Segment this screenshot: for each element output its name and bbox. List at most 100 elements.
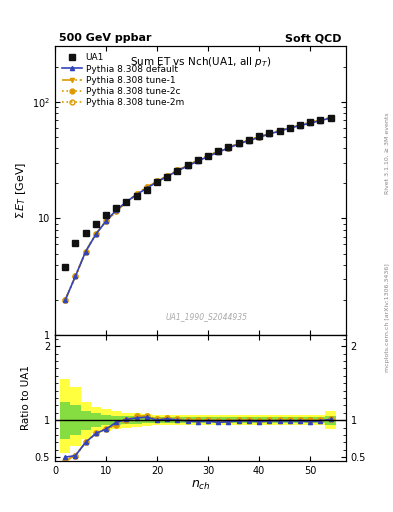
Pythia 8.308 tune-1 <box>73 273 78 279</box>
Pythia 8.308 default <box>185 163 190 169</box>
Pythia 8.308 tune-2c <box>277 127 282 134</box>
UA1 <box>308 119 312 125</box>
Pythia 8.308 tune-1 <box>63 297 68 303</box>
Pythia 8.308 tune-1 <box>114 208 119 215</box>
Pythia 8.308 tune-2m <box>267 131 272 137</box>
UA1 <box>216 148 220 154</box>
Pythia 8.308 tune-1 <box>165 173 170 179</box>
Pythia 8.308 tune-2c <box>298 122 302 128</box>
Pythia 8.308 tune-1 <box>236 140 241 146</box>
UA1 <box>318 117 323 123</box>
Line: Pythia 8.308 default: Pythia 8.308 default <box>63 116 332 302</box>
Pythia 8.308 default <box>298 122 302 129</box>
Pythia 8.308 tune-2c <box>196 157 200 163</box>
Pythia 8.308 tune-2c <box>134 191 139 197</box>
Pythia 8.308 default <box>165 173 170 179</box>
Pythia 8.308 default <box>155 179 160 185</box>
UA1 <box>165 174 170 180</box>
Pythia 8.308 tune-2m <box>246 137 251 143</box>
Pythia 8.308 tune-2m <box>318 117 323 123</box>
UA1 <box>134 193 139 199</box>
UA1 <box>114 205 119 211</box>
Pythia 8.308 tune-2m <box>206 153 210 159</box>
Pythia 8.308 default <box>83 248 88 254</box>
Pythia 8.308 tune-2m <box>145 184 149 190</box>
Pythia 8.308 tune-2c <box>216 148 220 155</box>
Pythia 8.308 tune-1 <box>226 144 231 151</box>
Pythia 8.308 tune-2m <box>114 208 119 215</box>
Text: Soft QCD: Soft QCD <box>285 33 342 44</box>
UA1 <box>83 230 88 236</box>
Pythia 8.308 default <box>267 131 272 137</box>
Pythia 8.308 tune-1 <box>298 122 302 128</box>
Pythia 8.308 default <box>175 168 180 174</box>
Pythia 8.308 tune-1 <box>124 199 129 205</box>
Pythia 8.308 tune-2c <box>175 167 180 174</box>
Y-axis label: $\Sigma\,E_T$ [GeV]: $\Sigma\,E_T$ [GeV] <box>14 162 28 219</box>
Pythia 8.308 tune-2c <box>206 153 210 159</box>
Text: Rivet 3.1.10, ≥ 3M events: Rivet 3.1.10, ≥ 3M events <box>385 113 390 195</box>
Pythia 8.308 tune-1 <box>318 117 323 123</box>
UA1 <box>73 240 78 246</box>
Line: Pythia 8.308 tune-2c: Pythia 8.308 tune-2c <box>63 115 333 303</box>
Pythia 8.308 tune-2c <box>73 273 78 279</box>
UA1 <box>206 153 210 159</box>
Line: Pythia 8.308 tune-2m: Pythia 8.308 tune-2m <box>63 115 333 303</box>
Pythia 8.308 tune-2c <box>328 115 333 121</box>
Pythia 8.308 tune-2c <box>308 119 312 125</box>
Pythia 8.308 tune-1 <box>257 134 261 140</box>
Pythia 8.308 tune-1 <box>155 178 160 184</box>
Text: 500 GeV ppbar: 500 GeV ppbar <box>59 33 151 44</box>
UA1 <box>94 221 98 227</box>
UA1 <box>226 144 231 150</box>
Pythia 8.308 default <box>287 125 292 131</box>
UA1 <box>236 140 241 146</box>
UA1 <box>124 199 129 205</box>
Pythia 8.308 tune-1 <box>206 153 210 159</box>
Pythia 8.308 default <box>246 138 251 144</box>
UA1 <box>196 157 200 163</box>
Pythia 8.308 tune-2c <box>185 162 190 168</box>
Pythia 8.308 default <box>63 297 68 303</box>
Pythia 8.308 tune-2m <box>236 140 241 146</box>
UA1 <box>104 211 108 218</box>
Pythia 8.308 tune-1 <box>287 124 292 131</box>
Pythia 8.308 tune-2m <box>175 167 180 174</box>
Line: Pythia 8.308 tune-1: Pythia 8.308 tune-1 <box>63 116 332 302</box>
UA1 <box>145 187 149 193</box>
Pythia 8.308 tune-2m <box>196 157 200 163</box>
Pythia 8.308 default <box>206 154 210 160</box>
Text: mcplots.cern.ch [arXiv:1306.3436]: mcplots.cern.ch [arXiv:1306.3436] <box>385 263 390 372</box>
Pythia 8.308 tune-1 <box>277 127 282 134</box>
UA1 <box>267 131 272 137</box>
Y-axis label: Ratio to UA1: Ratio to UA1 <box>20 366 31 431</box>
UA1 <box>246 137 251 143</box>
Pythia 8.308 default <box>94 231 98 238</box>
UA1 <box>277 127 282 134</box>
Pythia 8.308 tune-2m <box>94 230 98 237</box>
Pythia 8.308 tune-2m <box>287 124 292 131</box>
Pythia 8.308 tune-1 <box>216 148 220 155</box>
Pythia 8.308 tune-1 <box>94 230 98 237</box>
Pythia 8.308 tune-2m <box>134 191 139 197</box>
Pythia 8.308 default <box>145 185 149 191</box>
UA1 <box>63 264 68 270</box>
Pythia 8.308 tune-2m <box>104 218 108 224</box>
Pythia 8.308 tune-2m <box>63 297 68 303</box>
X-axis label: $n_{ch}$: $n_{ch}$ <box>191 478 210 492</box>
UA1 <box>155 179 160 185</box>
Pythia 8.308 tune-2c <box>257 134 261 140</box>
UA1 <box>298 122 302 128</box>
Pythia 8.308 tune-2m <box>73 273 78 279</box>
Pythia 8.308 default <box>328 115 333 121</box>
Text: Sum ET vs Nch(UA1, all $p_T$): Sum ET vs Nch(UA1, all $p_T$) <box>130 55 271 69</box>
Pythia 8.308 default <box>318 117 323 123</box>
UA1 <box>328 115 333 121</box>
Pythia 8.308 tune-1 <box>104 218 108 224</box>
Pythia 8.308 tune-2c <box>236 140 241 146</box>
Pythia 8.308 tune-1 <box>175 167 180 174</box>
Pythia 8.308 tune-2c <box>287 124 292 131</box>
Pythia 8.308 tune-2m <box>185 162 190 168</box>
Pythia 8.308 tune-2c <box>94 230 98 237</box>
Pythia 8.308 tune-1 <box>196 157 200 163</box>
